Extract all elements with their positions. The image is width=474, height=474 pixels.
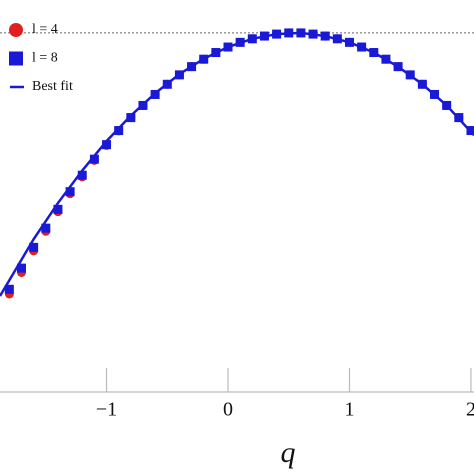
point — [405, 70, 415, 80]
point — [369, 48, 379, 58]
point — [126, 113, 136, 123]
point — [417, 79, 427, 89]
legend-label: l = 4 — [32, 22, 58, 37]
point — [284, 28, 294, 38]
legend-label: l = 8 — [32, 51, 58, 66]
point — [259, 31, 269, 41]
point — [53, 204, 63, 214]
point — [162, 79, 172, 89]
point — [4, 284, 14, 294]
legend-marker — [9, 23, 23, 37]
point — [442, 100, 452, 110]
point — [454, 113, 464, 123]
point — [102, 140, 112, 150]
point — [296, 28, 306, 38]
point — [320, 31, 330, 41]
point — [332, 34, 342, 44]
x-tick-label: −1 — [96, 399, 117, 421]
fit-line — [0, 31, 474, 297]
x-tick-label: 0 — [223, 399, 233, 421]
point — [381, 54, 391, 64]
legend-marker — [9, 51, 23, 66]
point — [41, 223, 51, 233]
x-tick-label: 2 — [466, 399, 474, 421]
point — [308, 29, 318, 39]
x-tick-label: 1 — [344, 399, 354, 421]
x-axis-label: q — [281, 436, 296, 469]
point — [174, 70, 184, 80]
point — [235, 37, 245, 47]
point — [187, 62, 197, 72]
point — [199, 54, 209, 64]
point — [77, 170, 87, 180]
point — [29, 242, 39, 252]
point — [430, 89, 440, 99]
point — [357, 42, 367, 52]
point — [17, 263, 27, 273]
point — [211, 48, 221, 58]
point — [138, 100, 148, 110]
point — [65, 187, 75, 197]
point — [466, 126, 474, 136]
point — [114, 126, 124, 136]
point — [393, 62, 403, 72]
point — [150, 89, 160, 99]
legend-label: Best fit — [32, 79, 73, 94]
point — [344, 37, 354, 47]
point — [223, 42, 233, 52]
point — [247, 34, 257, 44]
legend: l = 4 l = 8 Best fit — [9, 22, 73, 94]
point — [272, 29, 282, 39]
point — [89, 154, 99, 164]
